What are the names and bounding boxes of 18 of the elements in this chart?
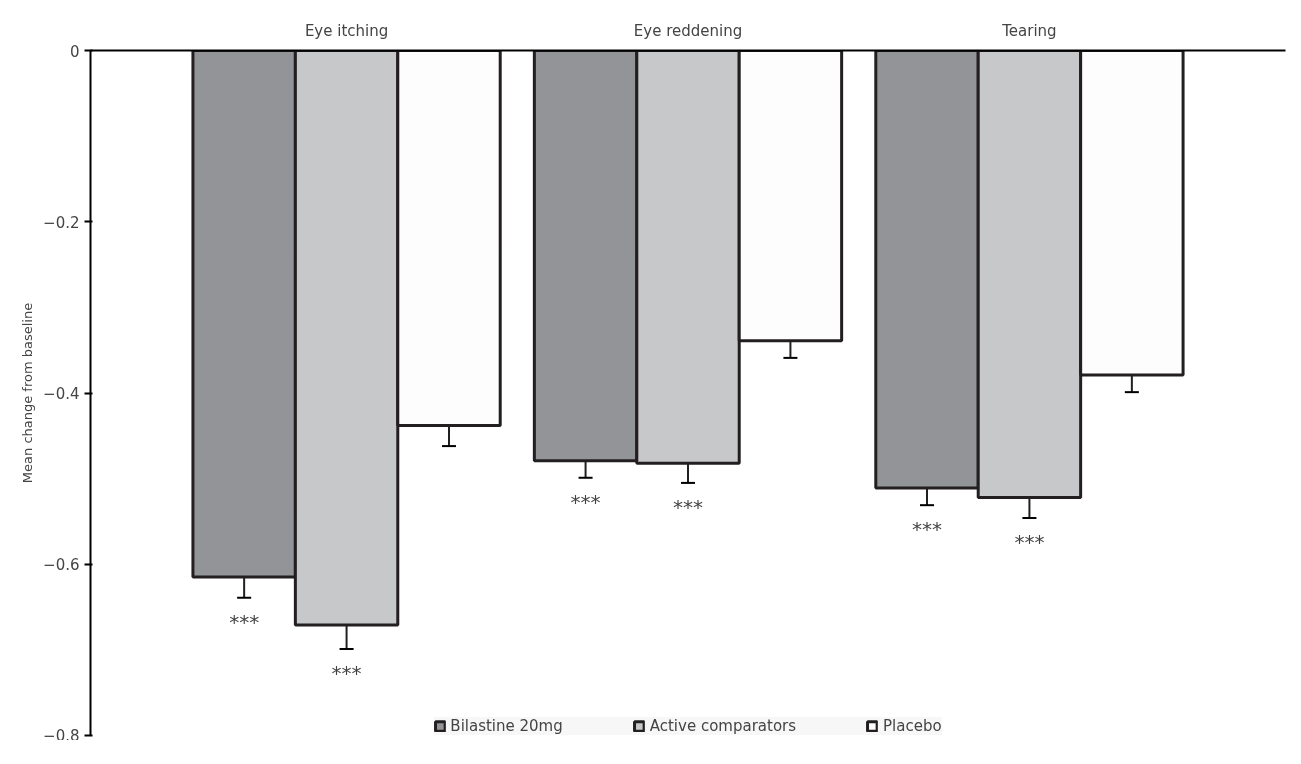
x-tick-label: Eye reddening [633,21,743,40]
legend-label: Active comparators [649,717,797,735]
data-label: *** [570,489,601,514]
legend-label: Bilastine 20mg [450,717,563,735]
y-tick-label: −0.2 [43,213,80,232]
y-tick-label: −0.4 [43,385,80,403]
legend-label: Placebo [883,717,942,735]
y-tick-label: −0.6 [43,556,80,575]
data-label: *** [912,517,942,542]
y-axis-title: Mean change from baseline [20,302,36,484]
y-tick-label: −0.8 [43,726,80,745]
data-label: *** [1014,530,1045,555]
data-label: *** [673,494,703,519]
y-tick-label: 0 [69,42,80,61]
x-tick-label: Eye itching [304,21,389,40]
data-label: *** [229,609,260,634]
x-tick-label: Tearing [1001,21,1057,40]
data-label: *** [331,661,362,686]
